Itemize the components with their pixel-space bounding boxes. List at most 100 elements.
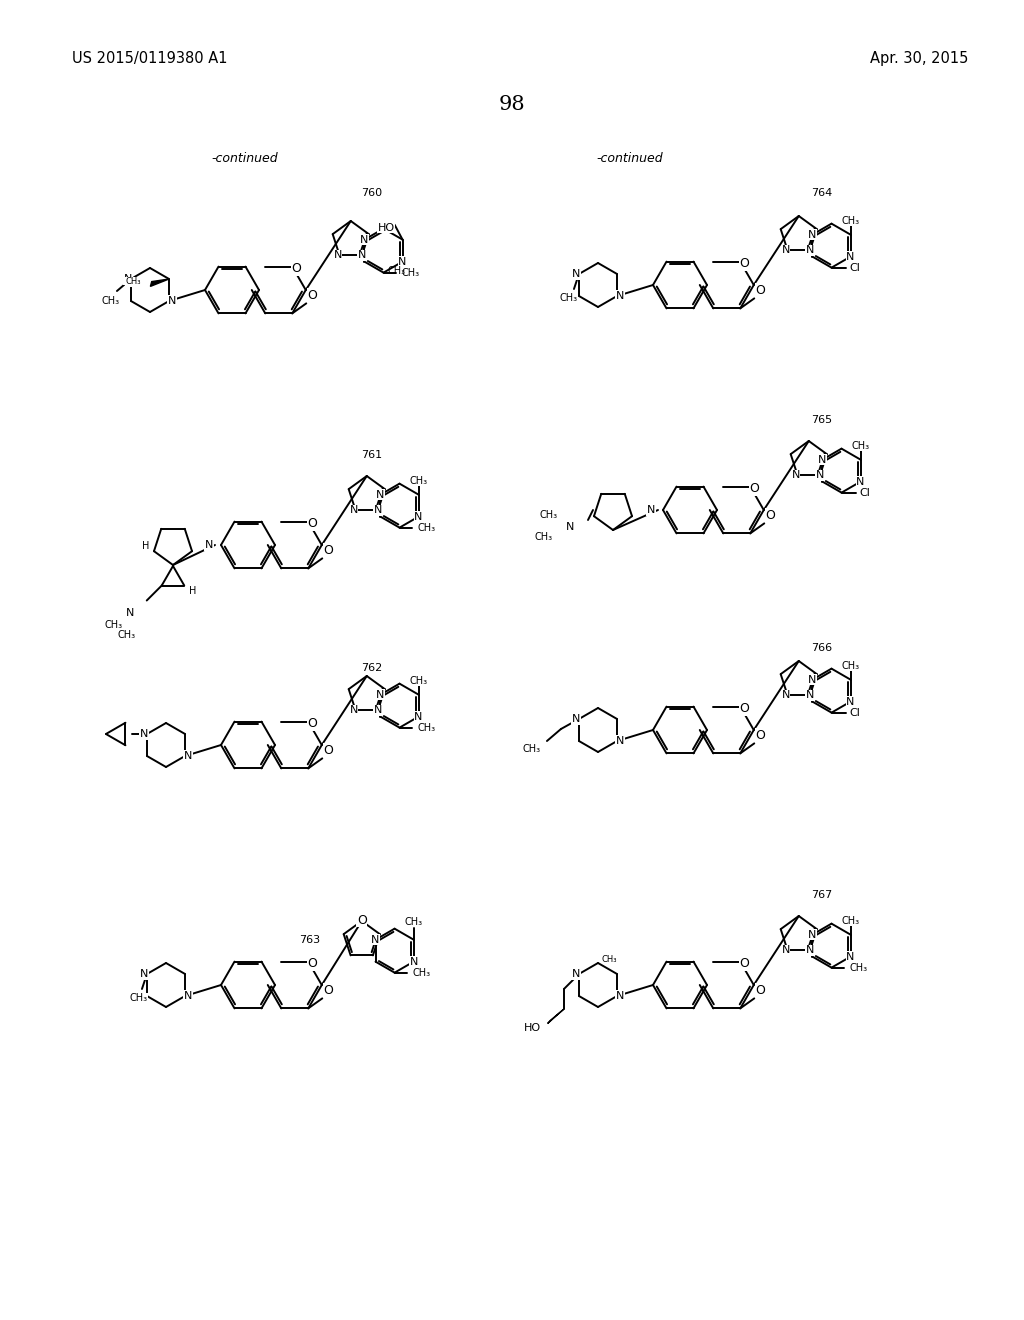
Text: O: O bbox=[756, 729, 765, 742]
Text: N: N bbox=[816, 470, 824, 480]
Text: CH₃: CH₃ bbox=[540, 510, 558, 520]
Text: CH₃: CH₃ bbox=[101, 296, 120, 306]
Text: Cl: Cl bbox=[850, 708, 860, 718]
Text: N: N bbox=[781, 690, 790, 701]
Text: N: N bbox=[808, 230, 816, 240]
Text: O: O bbox=[291, 263, 301, 275]
Text: N: N bbox=[571, 969, 581, 979]
Text: N: N bbox=[571, 714, 581, 723]
Text: CH₃: CH₃ bbox=[560, 293, 578, 304]
Text: Cl: Cl bbox=[859, 487, 870, 498]
Text: N: N bbox=[415, 512, 423, 521]
Text: N: N bbox=[124, 275, 132, 284]
Text: CH₃: CH₃ bbox=[842, 215, 859, 226]
Text: N: N bbox=[357, 251, 367, 260]
Text: O: O bbox=[324, 544, 333, 557]
Text: N: N bbox=[806, 246, 814, 255]
Text: HO: HO bbox=[524, 1023, 541, 1034]
Text: 98: 98 bbox=[499, 95, 525, 115]
Text: N: N bbox=[376, 689, 385, 700]
Text: N: N bbox=[792, 470, 800, 480]
Text: 762: 762 bbox=[361, 663, 383, 673]
Text: N: N bbox=[372, 935, 380, 945]
Polygon shape bbox=[548, 1008, 564, 1023]
Text: -continued: -continued bbox=[597, 152, 664, 165]
Text: O: O bbox=[324, 744, 333, 756]
Text: N: N bbox=[184, 991, 193, 1001]
Text: N: N bbox=[847, 697, 855, 706]
Text: N: N bbox=[646, 506, 655, 515]
Text: N: N bbox=[374, 705, 382, 715]
Text: CH₃: CH₃ bbox=[410, 475, 428, 486]
Text: N: N bbox=[376, 490, 385, 500]
Text: N: N bbox=[139, 969, 148, 979]
Text: O: O bbox=[765, 510, 775, 521]
Text: N: N bbox=[818, 454, 826, 465]
Text: 764: 764 bbox=[811, 187, 833, 198]
Text: N: N bbox=[615, 290, 625, 301]
Text: CH₃: CH₃ bbox=[535, 532, 553, 543]
Text: N: N bbox=[806, 690, 814, 701]
Text: CH₃: CH₃ bbox=[126, 277, 141, 286]
Text: CH₃: CH₃ bbox=[130, 993, 148, 1003]
Text: CH₃: CH₃ bbox=[418, 523, 435, 533]
Text: N: N bbox=[398, 256, 407, 267]
Text: 766: 766 bbox=[811, 643, 833, 653]
Text: N: N bbox=[571, 269, 581, 279]
Text: N: N bbox=[334, 251, 342, 260]
Text: O: O bbox=[307, 717, 317, 730]
Text: CH₃: CH₃ bbox=[404, 916, 423, 927]
Text: N: N bbox=[566, 521, 574, 532]
Text: N: N bbox=[374, 506, 382, 515]
Text: O: O bbox=[307, 517, 317, 531]
Text: CH₃: CH₃ bbox=[401, 268, 420, 277]
Text: -continued: -continued bbox=[212, 152, 279, 165]
Text: N: N bbox=[168, 296, 176, 306]
Text: CH₃: CH₃ bbox=[413, 968, 431, 978]
Text: 767: 767 bbox=[811, 890, 833, 900]
Text: HO: HO bbox=[378, 223, 394, 232]
Text: O: O bbox=[324, 983, 333, 997]
Text: O: O bbox=[739, 702, 750, 715]
Text: CH₃: CH₃ bbox=[104, 620, 123, 631]
Text: Cl: Cl bbox=[850, 263, 860, 273]
Polygon shape bbox=[151, 279, 169, 286]
Text: N: N bbox=[349, 705, 357, 715]
Text: 763: 763 bbox=[299, 935, 321, 945]
Text: N: N bbox=[126, 609, 134, 619]
Text: N: N bbox=[410, 957, 418, 966]
Text: CH₃: CH₃ bbox=[852, 441, 869, 450]
Text: N: N bbox=[847, 252, 855, 261]
Text: 760: 760 bbox=[361, 187, 383, 198]
Text: CH₃: CH₃ bbox=[842, 916, 859, 925]
Text: O: O bbox=[750, 482, 759, 495]
Text: O: O bbox=[739, 257, 750, 271]
Text: Apr. 30, 2015: Apr. 30, 2015 bbox=[870, 50, 969, 66]
Text: N: N bbox=[806, 945, 814, 956]
Text: CH₃: CH₃ bbox=[850, 962, 867, 973]
Text: N: N bbox=[808, 929, 816, 940]
Text: US 2015/0119380 A1: US 2015/0119380 A1 bbox=[72, 50, 227, 66]
Text: CH₃: CH₃ bbox=[523, 744, 541, 754]
Text: CH₃: CH₃ bbox=[387, 265, 406, 276]
Text: CH₃: CH₃ bbox=[418, 722, 435, 733]
Text: N: N bbox=[205, 540, 213, 550]
Text: N: N bbox=[615, 737, 625, 746]
Text: N: N bbox=[615, 991, 625, 1001]
Text: CH₃: CH₃ bbox=[602, 954, 617, 964]
Text: N: N bbox=[808, 675, 816, 685]
Text: N: N bbox=[360, 235, 369, 244]
Text: 765: 765 bbox=[811, 414, 833, 425]
Text: O: O bbox=[756, 284, 765, 297]
Text: CH₃: CH₃ bbox=[118, 631, 136, 640]
Text: N: N bbox=[349, 506, 357, 515]
Text: CH₃: CH₃ bbox=[842, 660, 859, 671]
Text: O: O bbox=[307, 957, 317, 970]
Text: N: N bbox=[415, 711, 423, 722]
Text: N: N bbox=[184, 751, 193, 762]
Text: N: N bbox=[847, 952, 855, 962]
Text: N: N bbox=[856, 477, 864, 487]
Text: 761: 761 bbox=[361, 450, 383, 459]
Text: N: N bbox=[781, 945, 790, 956]
Text: O: O bbox=[739, 957, 750, 970]
